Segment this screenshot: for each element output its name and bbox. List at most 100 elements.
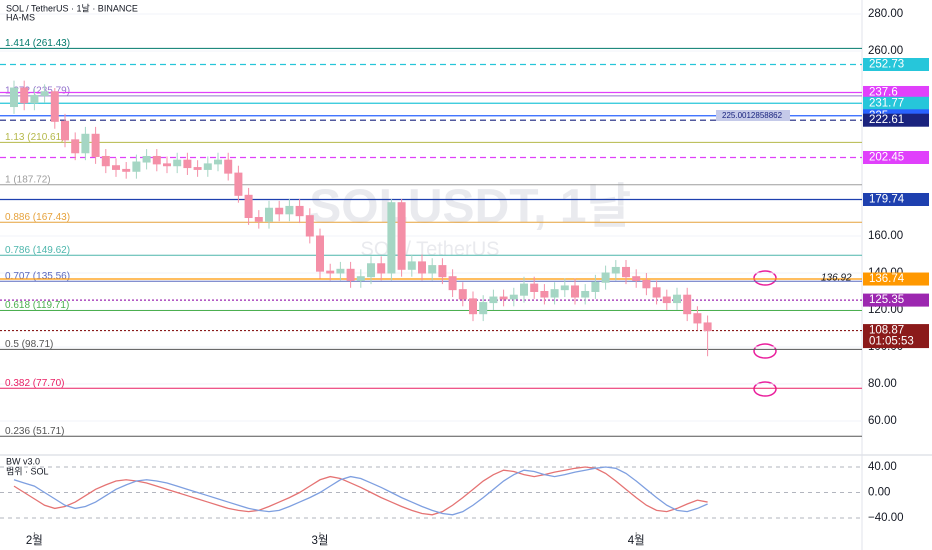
indicator-line: [13, 466, 708, 516]
highlight-ellipse: [753, 343, 777, 359]
candle-body: [326, 270, 335, 274]
watermark: SOLUSDT, 1날: [309, 181, 631, 234]
candle-body: [520, 283, 528, 296]
fib-label: 0.236 (51.71): [5, 426, 65, 437]
indicator-tick-label: 40.00: [868, 461, 897, 473]
candle-body: [152, 155, 161, 165]
fib-label: 0.886 (167.43): [5, 212, 70, 223]
y-tick-label: 60.00: [868, 415, 897, 427]
candle-body: [214, 159, 222, 165]
indicator-tick-label: −40.00: [868, 512, 904, 524]
candle-body: [407, 261, 416, 270]
price-label-box: [863, 192, 929, 206]
indicator-tick-label: 0.00: [868, 487, 890, 499]
candle-body: [112, 165, 120, 170]
fib-label: 0.786 (149.62): [5, 245, 70, 256]
candle-body: [91, 133, 100, 157]
candle-body: [122, 168, 131, 172]
fib-label: 0.382 (77.70): [5, 378, 65, 389]
candle-body: [703, 322, 712, 332]
candle-body: [438, 265, 447, 278]
candle-body: [387, 202, 396, 274]
price-label: 125.35: [869, 294, 904, 306]
candle-body: [142, 155, 151, 163]
highlight-ellipse: [753, 381, 777, 397]
candle-body: [693, 313, 702, 324]
candle-body: [10, 87, 18, 108]
candle-body: [560, 285, 569, 291]
candle-body: [642, 279, 651, 289]
fib-label: 1.272 (235.79): [5, 85, 70, 96]
chart-subtitle: HA-MS: [6, 12, 35, 22]
indicator-subtitle: 범위 · SOL: [6, 466, 49, 476]
candle-body: [346, 268, 355, 281]
candle-body: [458, 289, 467, 300]
x-tick-label: 4월: [628, 534, 645, 547]
y-tick-label: 160.00: [868, 230, 903, 242]
chart-title: SOL / TetherUS · 1날 · BINANCE: [6, 3, 138, 13]
candle-body: [316, 235, 324, 272]
annotation: 136.92: [821, 273, 852, 284]
candle-body: [418, 261, 426, 274]
price-label: 136.74: [869, 273, 905, 285]
candle-body: [265, 207, 273, 222]
annotation: 225.0012858862: [722, 111, 783, 120]
price-label-box: [863, 293, 929, 307]
candle-body: [601, 272, 610, 283]
candle-body: [499, 296, 508, 300]
fib-label: 0.5 (98.71): [5, 339, 53, 350]
candle-body: [448, 276, 457, 291]
price-label-box: [863, 96, 929, 110]
candle-body: [305, 215, 314, 237]
candle-body: [275, 207, 284, 215]
candle-body: [540, 290, 549, 298]
y-tick-label: 120.00: [868, 304, 903, 316]
fib-label: 0.707 (135.56): [5, 271, 70, 282]
candle-body: [397, 202, 406, 270]
price-label-box: [863, 85, 929, 99]
y-tick-label: 280.00: [868, 8, 903, 20]
candle-body: [428, 265, 437, 274]
candle-body: [683, 294, 692, 315]
fib-label: 1 (187.72): [5, 174, 51, 185]
candle-body: [132, 161, 141, 172]
price-label-box: [863, 113, 929, 127]
price-label-box: [863, 150, 929, 164]
candle-body: [40, 91, 49, 96]
candle-body: [336, 268, 345, 274]
candle-body: [81, 133, 90, 154]
fib-label: 1.13 (210.61): [5, 132, 65, 143]
price-label-box: [863, 324, 929, 349]
price-label: 237.6: [869, 87, 898, 99]
candle-body: [203, 163, 212, 170]
price-label-box: [863, 272, 929, 286]
countdown: 01:05:53: [869, 336, 914, 348]
y-tick-label: 80.00: [868, 378, 897, 390]
candle-body: [611, 266, 620, 274]
price-label: 222.61: [869, 114, 904, 126]
candle-body: [30, 94, 39, 104]
candle-body: [50, 91, 59, 122]
candle-body: [101, 155, 110, 167]
candle-body: [285, 205, 294, 215]
candle-body: [244, 194, 253, 219]
candle-body: [581, 290, 590, 298]
candle-body: [183, 159, 192, 169]
candle-body: [469, 298, 477, 315]
candle-body: [224, 159, 233, 174]
candle-body: [163, 163, 171, 167]
candle-body: [71, 139, 80, 154]
candle-body: [20, 87, 29, 104]
candle-body: [673, 294, 681, 304]
candle-body: [173, 159, 182, 167]
fib-label: 0.618 (119.71): [5, 300, 69, 311]
candle-body: [591, 281, 600, 292]
candle-body: [377, 263, 386, 274]
price-label: 179.74: [869, 194, 905, 206]
candle-body: [254, 217, 263, 222]
candle-body: [295, 205, 304, 217]
highlight-ellipse: [753, 270, 777, 286]
candle-body: [622, 266, 630, 278]
